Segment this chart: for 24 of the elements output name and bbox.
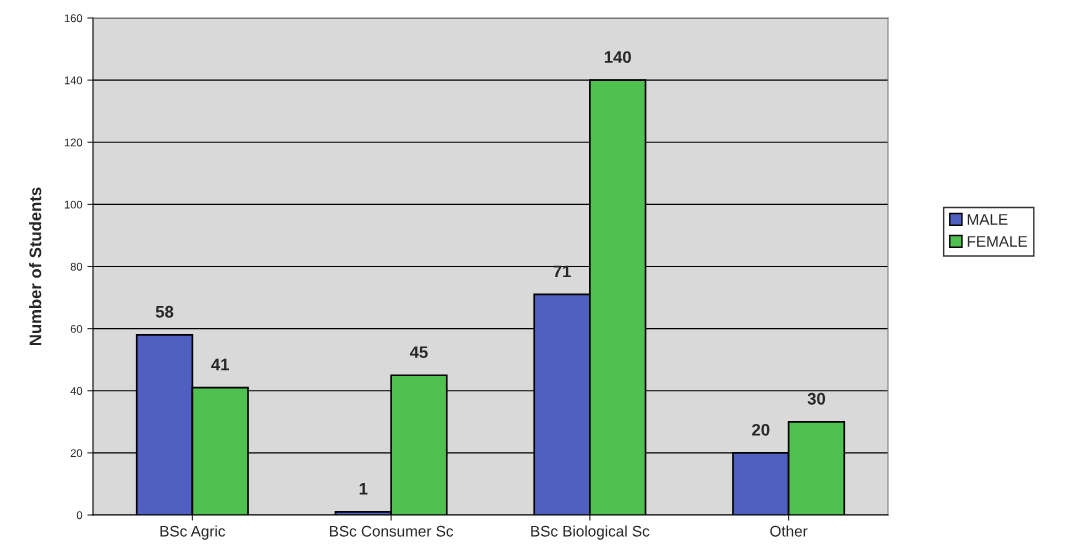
x-tick-label: BSc Biological Sc bbox=[531, 525, 650, 540]
y-tick-label: 100 bbox=[64, 200, 83, 209]
data-label: 71 bbox=[553, 265, 571, 278]
x-tick-label: BSc Consumer Sc bbox=[329, 525, 454, 537]
y-tick-label: 20 bbox=[70, 449, 83, 458]
data-label: 1 bbox=[359, 483, 368, 495]
y-tick-label: 160 bbox=[64, 14, 83, 23]
y-axis-title: Number of Students bbox=[29, 187, 42, 346]
data-label: 41 bbox=[211, 358, 230, 371]
x-tick-label: BSc Agric bbox=[160, 525, 226, 540]
legend-label: MALE bbox=[967, 214, 1008, 225]
x-tick-label: Other bbox=[770, 525, 808, 537]
y-tick-label: 40 bbox=[70, 387, 83, 395]
y-tick-label: 0 bbox=[76, 511, 83, 520]
data-label: 30 bbox=[807, 392, 826, 405]
data-label: 140 bbox=[604, 51, 631, 63]
y-tick-label: 60 bbox=[70, 324, 83, 333]
data-label: 58 bbox=[155, 305, 174, 318]
y-tick-label: 80 bbox=[70, 262, 83, 271]
data-label: 45 bbox=[409, 346, 428, 359]
y-tick-label: 120 bbox=[64, 138, 83, 147]
y-tick-label: 140 bbox=[64, 76, 83, 85]
legend-label: FEMALE bbox=[967, 236, 1028, 247]
data-label: 20 bbox=[752, 423, 770, 436]
